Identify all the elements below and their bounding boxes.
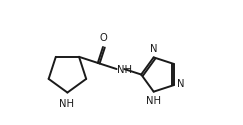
Text: O: O [99, 33, 107, 43]
Text: NH: NH [117, 65, 132, 75]
Text: N: N [150, 44, 157, 54]
Text: NH: NH [146, 96, 161, 106]
Text: NH: NH [59, 98, 74, 108]
Text: N: N [177, 79, 184, 89]
